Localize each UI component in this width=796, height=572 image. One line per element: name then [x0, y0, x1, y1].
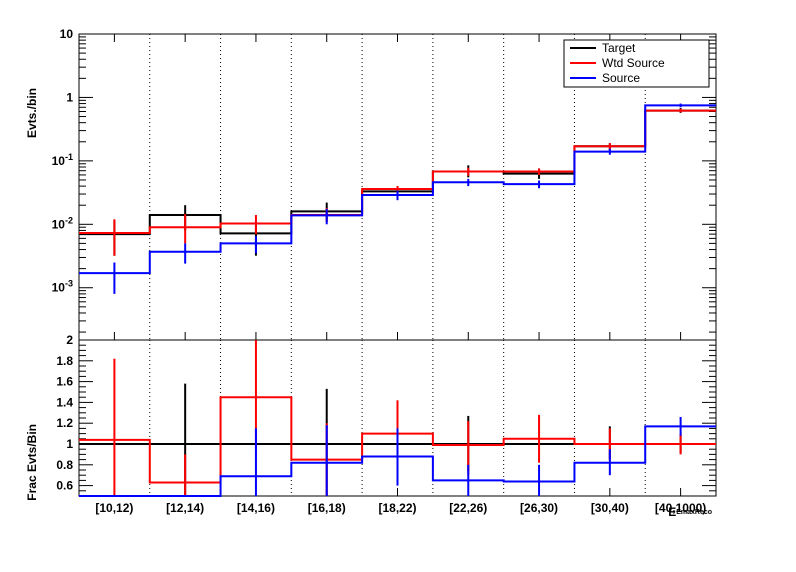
upper-y-axis-title: Evts./bin: [25, 88, 39, 138]
lower-y-tick-label: 2: [66, 333, 73, 347]
x-tick-label: [40,1000): [655, 501, 706, 515]
upper-y-tick-label: 10-1: [52, 152, 73, 168]
upper-y-tick-exp: -2: [65, 215, 73, 225]
upper-y-tick-label: 10: [60, 27, 74, 41]
x-tick-label: [22,26): [449, 501, 487, 515]
x-tick-label: [12,14): [166, 501, 204, 515]
lower-y-tick-label: 1.4: [56, 395, 73, 409]
upper-y-tick-label: 1: [66, 90, 73, 104]
x-tick-label: [14,16): [237, 501, 275, 515]
upper-series: [79, 103, 716, 294]
lower-y-tick-label: 1.6: [56, 375, 73, 389]
upper-y-tick-exp: -1: [65, 152, 73, 162]
lower-y-tick-label: 0.6: [56, 479, 73, 493]
lower-y-axis: 0.6 0.8 1 1.2 1.4 1.6 1.8 2: [56, 333, 716, 497]
lower-y-axis-title: Frac Evts/Bin: [25, 424, 39, 501]
upper-y-tick-exp: -3: [65, 279, 73, 289]
lower-y-tick-label: 1.8: [56, 354, 73, 368]
lower-series-1-line: [79, 396, 716, 484]
x-tick-label: [16,18): [308, 501, 346, 515]
upper-series-1-line: [79, 109, 716, 234]
x-tick-label: [30,40): [591, 501, 629, 515]
upper-y-tick-base: 10: [52, 154, 66, 168]
x-tick-label: [26,30): [520, 501, 558, 515]
x-axis: [10,12) [12,14) [14,16) [16,18) [18,22) [22,2…: [95, 34, 706, 515]
legend-label: Target: [602, 41, 636, 55]
legend-label: Wtd Source: [602, 56, 665, 70]
upper-y-tick-base: 10: [52, 281, 66, 295]
upper-y-tick-label: 10-2: [52, 215, 73, 231]
upper-y-tick-base: 10: [52, 217, 66, 231]
lower-series-2-line: [79, 425, 716, 497]
upper-series-0-line: [79, 109, 716, 236]
legend-label: Source: [602, 71, 640, 85]
x-axis-title-main: E: [668, 505, 676, 519]
lower-series: [79, 340, 716, 497]
x-tick-label: [10,12): [95, 501, 133, 515]
lower-y-tick-label: 1.2: [56, 416, 73, 430]
lower-y-tick-label: 1: [66, 437, 73, 451]
x-axis-title: EEmaxReco: [668, 505, 712, 519]
x-tick-label: [18,22): [378, 501, 416, 515]
upper-y-tick-label: 10-3: [52, 279, 73, 295]
lower-y-tick-label: 0.8: [56, 458, 73, 472]
x-axis-title-sub: EmaxReco: [676, 509, 712, 516]
